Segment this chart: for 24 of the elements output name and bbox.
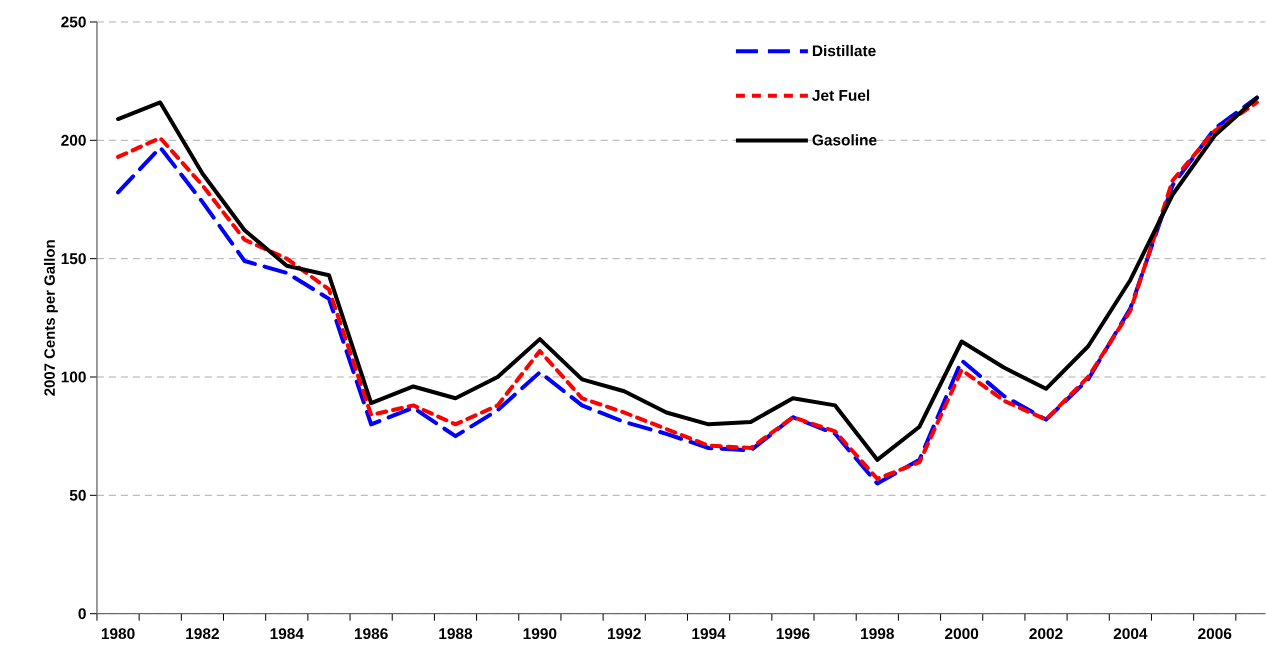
x-tick-label: 2002: [1029, 628, 1063, 640]
y-tick-label: 200: [61, 135, 86, 146]
x-tick-label: 1980: [101, 628, 135, 640]
y-tick-label: 100: [61, 371, 86, 383]
x-tick-label: 1996: [776, 628, 810, 640]
x-tick-label: 2006: [1198, 628, 1232, 640]
y-axis-title: 2007 Cents per Gallon: [43, 240, 58, 396]
x-tick-label: 1984: [270, 628, 304, 640]
y-tick-label: 0: [78, 608, 86, 620]
x-tick-label: 1982: [186, 628, 219, 640]
x-tick-label: 1992: [608, 628, 641, 640]
legend-label: Distillate: [812, 45, 876, 57]
x-tick-label: 2000: [945, 628, 979, 640]
x-tick-label: 1988: [439, 628, 473, 640]
x-tick-label: 1990: [523, 628, 557, 640]
legend-label: Gasoline: [812, 134, 877, 146]
legend-label: Jet Fuel: [812, 89, 870, 102]
x-tick-label: 2004: [1113, 628, 1148, 640]
x-tick-label: 1986: [354, 628, 388, 640]
y-tick-label: 50: [69, 490, 86, 501]
x-tick-label: 1994: [692, 628, 726, 640]
x-tick-label: 1998: [861, 628, 894, 640]
y-tick-label: 250: [61, 16, 86, 28]
y-tick-label: 150: [61, 253, 86, 265]
